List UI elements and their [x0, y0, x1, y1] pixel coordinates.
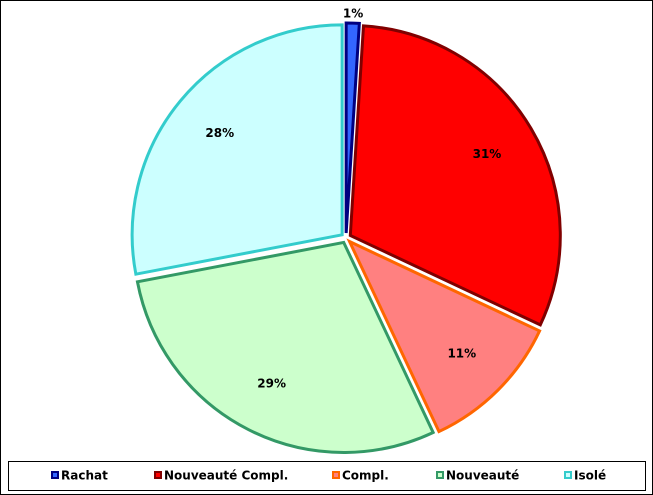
- data-label: 31%: [473, 147, 502, 161]
- legend-label: Isolé: [574, 469, 606, 483]
- pie-slice: [346, 238, 542, 434]
- legend-marker: [154, 471, 162, 479]
- legend-label: Nouveauté Compl.: [164, 469, 288, 483]
- legend-box: [8, 461, 646, 491]
- legend-marker: [332, 471, 340, 479]
- legend-label: Compl.: [342, 469, 389, 483]
- legend-marker: [51, 471, 59, 479]
- data-label: 29%: [257, 376, 286, 390]
- legend-label: Rachat: [61, 469, 108, 483]
- pie-slice: [344, 21, 361, 234]
- pie-slice: [130, 23, 344, 276]
- pie-slice: [348, 24, 562, 327]
- pie-slice: [135, 240, 436, 454]
- legend-marker: [436, 471, 444, 479]
- legend-label: Nouveauté: [446, 469, 519, 483]
- data-label: 28%: [205, 126, 234, 140]
- legend-marker: [564, 471, 572, 479]
- data-label: 11%: [447, 346, 476, 360]
- data-label: 1%: [343, 7, 363, 21]
